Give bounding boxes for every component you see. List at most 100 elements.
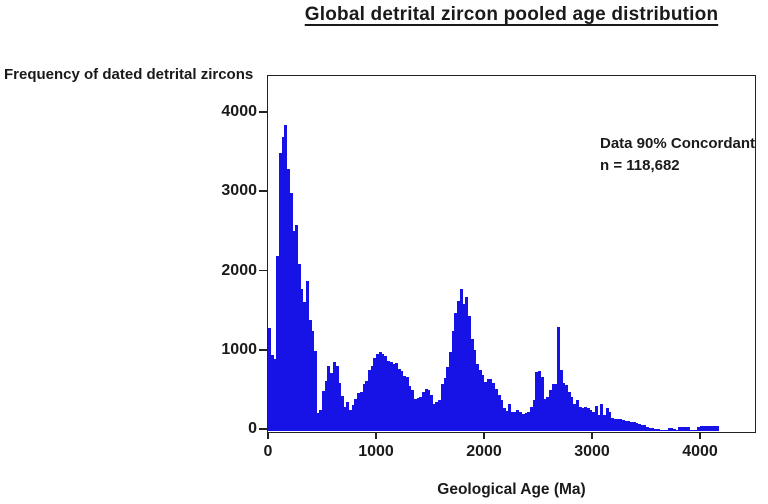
x-axis-tick-label: 3000	[574, 443, 610, 460]
histogram-bar	[654, 428, 658, 431]
histogram-bar	[648, 427, 652, 431]
y-axis-tick-label: 4000	[221, 103, 257, 120]
histogram-bar	[311, 331, 315, 431]
histogram-bar	[578, 406, 582, 431]
histogram-bar	[697, 426, 701, 431]
histogram-bar	[635, 422, 639, 431]
histogram-bar	[651, 428, 655, 431]
histogram-bar	[346, 401, 350, 431]
histogram-bar	[481, 375, 485, 431]
histogram-bar	[529, 406, 533, 431]
histogram-bar	[624, 420, 628, 431]
histogram-bar	[478, 370, 482, 431]
histogram-bar	[340, 395, 344, 431]
histogram-bar	[405, 377, 409, 431]
histogram-bar	[411, 390, 415, 431]
histogram-bar	[554, 383, 558, 431]
x-axis-tick-mark	[267, 432, 269, 439]
histogram-bar	[386, 360, 390, 431]
histogram-bar	[667, 428, 671, 431]
histogram-bar	[268, 328, 272, 431]
histogram-bar	[338, 382, 342, 431]
histogram-bar	[656, 429, 660, 431]
histogram-bar	[538, 370, 542, 431]
histogram-bar	[502, 407, 506, 431]
histogram-bar	[394, 363, 398, 431]
histogram-bar	[486, 379, 490, 431]
x-axis-tick-label: 1000	[358, 443, 394, 460]
histogram-bar	[575, 400, 579, 431]
histogram-bar	[689, 429, 693, 431]
histogram-bar	[643, 425, 647, 431]
histogram-bar	[286, 168, 290, 431]
histogram-bar	[705, 426, 709, 431]
histogram-bar	[289, 192, 293, 431]
histogram-bar	[365, 381, 369, 431]
histogram-bar	[462, 303, 466, 431]
histogram-bar	[308, 319, 312, 431]
x-axis-tick-mark	[591, 432, 593, 439]
histogram-bar	[413, 398, 417, 431]
y-axis-tick-label: 1000	[221, 340, 257, 358]
histogram-bar	[511, 412, 515, 431]
histogram-bar	[454, 313, 458, 431]
histogram-bar	[610, 417, 614, 431]
histogram-bar	[592, 412, 596, 431]
histogram-bar	[500, 400, 504, 431]
histogram-bar	[513, 412, 517, 431]
histogram-bar	[619, 419, 623, 431]
histogram-bar	[559, 370, 563, 431]
histogram-bar	[556, 327, 560, 431]
histogram-bar	[675, 429, 679, 431]
histogram-bar	[581, 407, 585, 431]
histogram-bar	[300, 289, 304, 431]
x-axis-tick-label: 0	[263, 443, 273, 460]
histogram-bar	[467, 315, 471, 431]
histogram-bar	[527, 412, 531, 431]
histogram-bar	[322, 390, 326, 431]
y-axis-tick-mark	[259, 111, 268, 113]
histogram-bar	[532, 400, 536, 431]
histogram-bar	[516, 409, 520, 431]
histogram-bar	[305, 280, 309, 431]
histogram-bar	[438, 400, 442, 431]
y-axis-tick-label: 2000	[221, 261, 257, 279]
histogram-bar	[546, 397, 550, 431]
histogram-bar	[594, 405, 598, 431]
histogram-bar	[370, 365, 374, 431]
histogram-bar	[508, 403, 512, 431]
x-axis-tick-label: 2000	[466, 443, 502, 460]
histogram-bar	[535, 371, 539, 431]
histogram-bar	[664, 429, 668, 431]
histogram-bar	[435, 401, 439, 431]
histogram-bar	[448, 352, 452, 431]
histogram-bar	[443, 378, 447, 431]
y-axis-title: Frequency of dated detrital zircons	[4, 66, 254, 83]
histogram-bar	[362, 383, 366, 431]
annotation-block: Data 90% Concordant n = 118,682	[600, 133, 755, 177]
histogram-bar	[432, 403, 436, 431]
histogram-bar	[589, 410, 593, 431]
histogram-bar	[678, 427, 682, 431]
histogram-bar	[597, 414, 601, 431]
histogram-bar	[416, 398, 420, 431]
histogram-bar	[562, 382, 566, 431]
histogram-bar	[419, 397, 423, 431]
histogram-bar	[551, 383, 555, 431]
histogram-bar	[700, 426, 704, 431]
histogram-bar	[357, 393, 361, 431]
histogram-bar	[602, 415, 606, 431]
y-axis-tick-mark	[259, 269, 268, 272]
histogram-bar	[313, 351, 317, 431]
histogram-bar	[276, 256, 280, 431]
histogram-bar	[662, 429, 666, 431]
histogram-bar	[351, 405, 355, 431]
annotation-concordance: Data 90% Concordant	[600, 135, 756, 152]
histogram-bar	[465, 297, 469, 431]
histogram-bar	[451, 330, 455, 431]
y-axis-tick-mark	[259, 348, 268, 351]
histogram-bar	[627, 421, 631, 431]
histogram-bar	[629, 421, 633, 431]
histogram-bar	[605, 408, 609, 431]
